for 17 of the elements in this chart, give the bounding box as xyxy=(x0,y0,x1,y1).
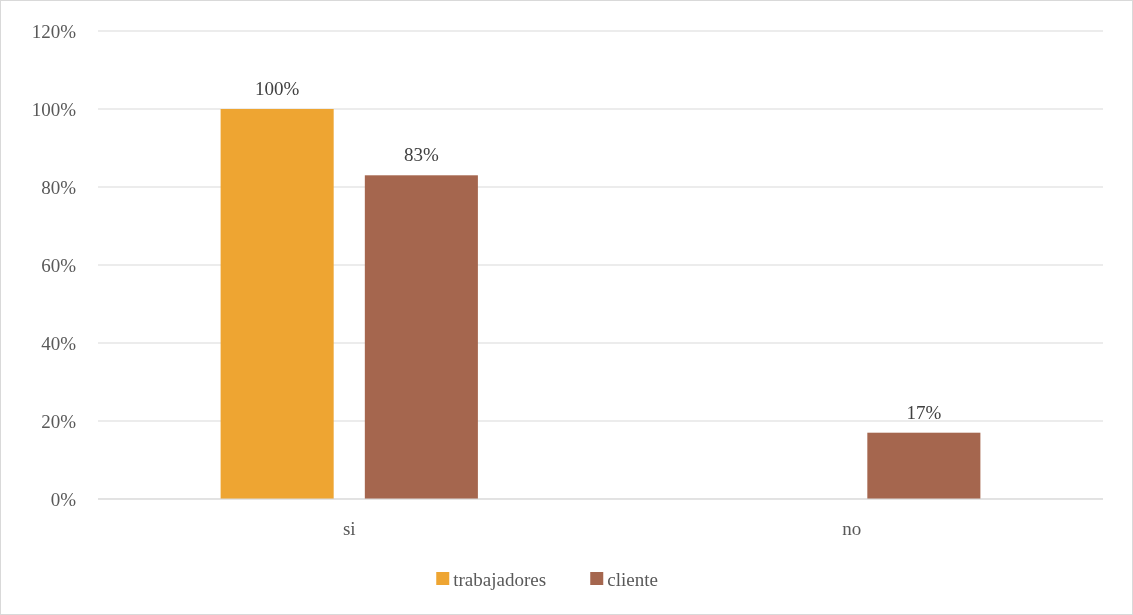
y-tick-label: 100% xyxy=(31,98,77,120)
x-tick-label: si xyxy=(342,518,356,539)
legend-label: cliente xyxy=(607,568,658,590)
x-tick-label: no xyxy=(842,518,862,539)
data-label: 83% xyxy=(403,144,439,166)
y-tick-label: 80% xyxy=(41,176,77,198)
y-tick-label: 120% xyxy=(31,20,77,42)
bar xyxy=(364,175,478,499)
bar xyxy=(867,432,981,499)
bar xyxy=(220,109,334,499)
legend-label: trabajadores xyxy=(453,568,547,590)
y-tick-label: 20% xyxy=(41,410,77,432)
data-label: 100% xyxy=(254,78,300,99)
y-tick-label: 60% xyxy=(41,254,77,276)
y-tick-label: 0% xyxy=(50,488,77,510)
data-label: 17% xyxy=(906,401,942,423)
y-tick-label: 40% xyxy=(41,332,77,354)
